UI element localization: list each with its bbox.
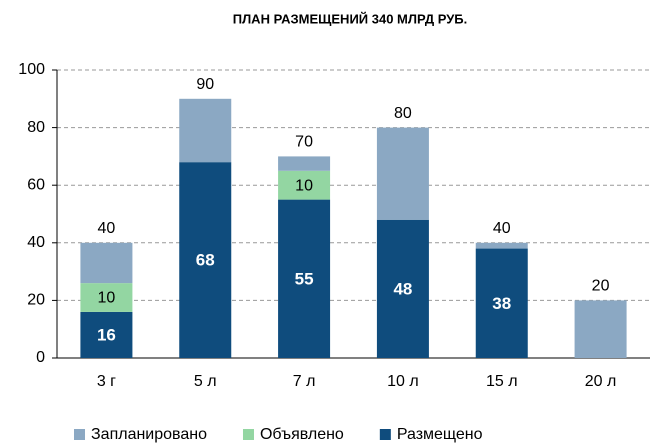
legend-label: Размещено [397, 426, 483, 443]
total-label: 80 [394, 105, 412, 122]
x-tick-label: 7 л [293, 373, 316, 390]
bar-segment [278, 170, 331, 200]
bar-segment [80, 242, 133, 284]
y-tick-label: 20 [27, 292, 45, 309]
legend-swatch [242, 429, 254, 440]
legend-label: Объявлено [260, 426, 344, 443]
total-label: 90 [196, 76, 214, 93]
total-label: 20 [592, 278, 610, 295]
x-tick-label: 20 л [585, 373, 617, 390]
total-label: 70 [295, 134, 313, 151]
y-tick-label: 60 [27, 176, 45, 193]
bar-segment [278, 156, 331, 171]
data-label: 38 [492, 294, 511, 313]
total-label: 40 [98, 220, 116, 237]
legend-swatch [379, 429, 391, 440]
bar-segment [278, 199, 331, 358]
x-tick-label: 5 л [194, 373, 217, 390]
x-tick-label: 3 г [97, 373, 116, 390]
chart-title: ПЛАН РАЗМЕЩЕНИЙ 340 МЛРД РУБ. [233, 11, 468, 26]
bar-segment [179, 162, 232, 358]
bar-segment [574, 300, 627, 358]
legend-label: Запланировано [91, 426, 207, 443]
bar-segment [179, 98, 232, 163]
y-tick-label: 40 [27, 234, 45, 251]
data-label: 48 [393, 279, 412, 298]
data-label: 68 [196, 251, 215, 270]
data-label: 10 [295, 177, 313, 194]
bar-segment [80, 283, 133, 312]
legend-swatch [74, 429, 85, 440]
total-label: 40 [493, 220, 511, 237]
bar-segment [376, 219, 429, 358]
x-tick-label: 10 л [387, 373, 419, 390]
y-tick-label: 100 [18, 61, 45, 78]
y-tick-label: 80 [27, 119, 45, 136]
data-label: 55 [295, 269, 314, 288]
bar-segment [376, 127, 429, 220]
y-tick-label: 0 [36, 349, 45, 366]
data-label: 10 [98, 290, 116, 307]
bar-segment [475, 248, 528, 358]
data-label: 16 [97, 325, 116, 344]
bar-segment [80, 311, 133, 358]
bar-segment [475, 242, 528, 249]
x-tick-label: 15 л [486, 373, 518, 390]
